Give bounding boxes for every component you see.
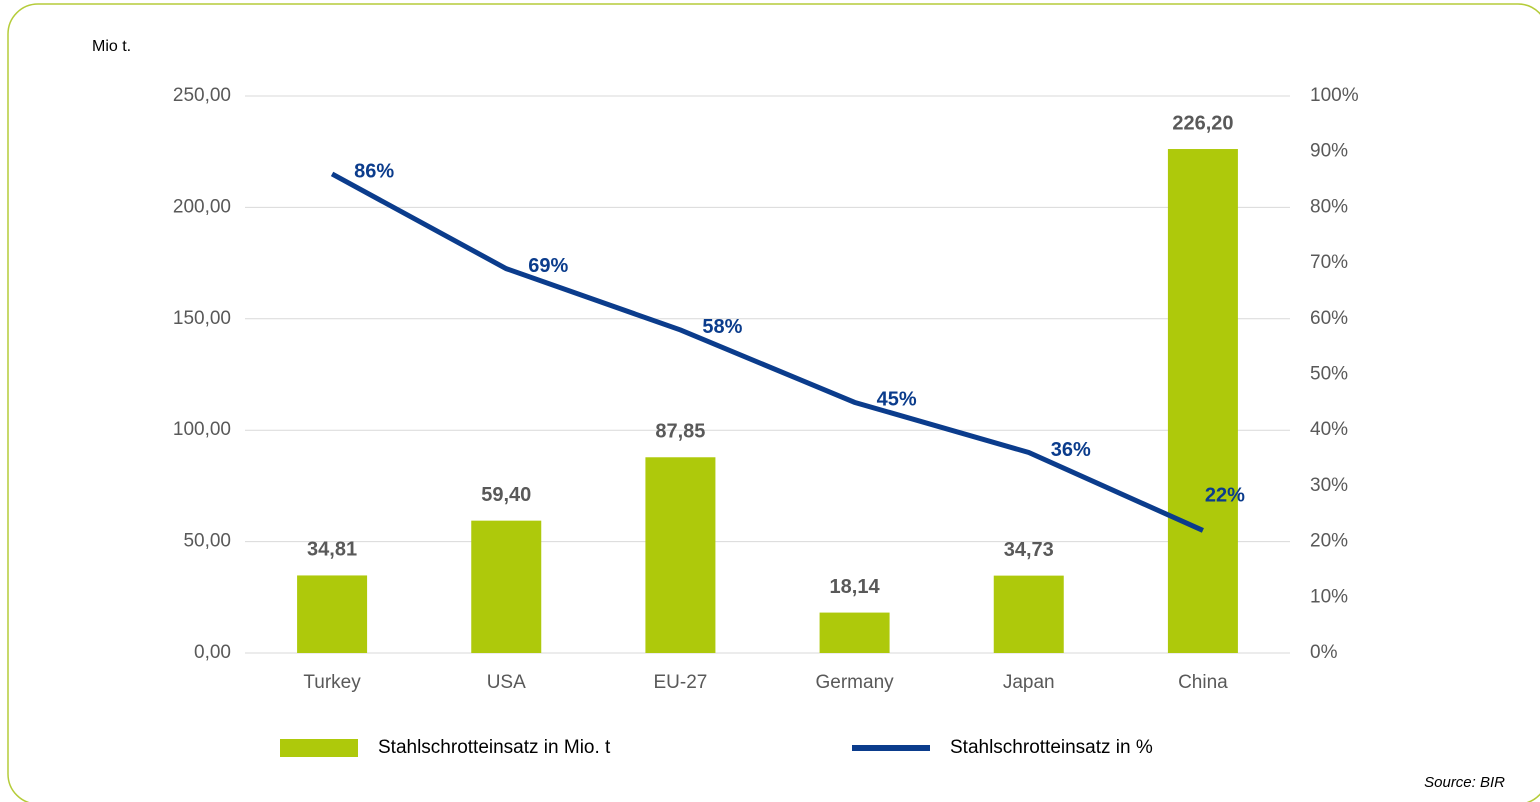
y-axis-label: Mio t. bbox=[92, 38, 131, 55]
y2-tick-label: 10% bbox=[1310, 586, 1348, 607]
y2-tick-label: 0% bbox=[1310, 642, 1338, 663]
y2-tick-label: 60% bbox=[1310, 308, 1348, 329]
bar bbox=[297, 575, 368, 653]
bar-value-label: 226,20 bbox=[1172, 112, 1233, 134]
y-tick-label: 100,00 bbox=[173, 419, 231, 440]
bar bbox=[819, 612, 890, 653]
x-tick-label: EU-27 bbox=[653, 672, 707, 693]
y-tick-label: 250,00 bbox=[173, 85, 231, 106]
x-tick-label: Turkey bbox=[303, 672, 361, 693]
x-tick-label: Germany bbox=[816, 672, 895, 693]
bar-value-label: 34,73 bbox=[1004, 539, 1054, 561]
y-tick-label: 200,00 bbox=[173, 196, 231, 217]
bar-value-label: 34,81 bbox=[307, 539, 357, 561]
bar-value-label: 18,14 bbox=[830, 576, 881, 598]
line-value-label: 45% bbox=[877, 389, 917, 411]
y-tick-label: 50,00 bbox=[183, 531, 231, 552]
x-tick-label: Japan bbox=[1003, 672, 1055, 693]
y-tick-label: 150,00 bbox=[173, 308, 231, 329]
line-value-label: 58% bbox=[702, 316, 742, 338]
y2-tick-label: 80% bbox=[1310, 196, 1348, 217]
y2-tick-label: 90% bbox=[1310, 141, 1348, 162]
y2-tick-label: 50% bbox=[1310, 364, 1348, 385]
line-value-label: 86% bbox=[354, 160, 394, 182]
y-tick-label: 0,00 bbox=[194, 642, 231, 663]
line-value-label: 69% bbox=[528, 255, 568, 277]
bar bbox=[645, 457, 716, 653]
y2-tick-label: 70% bbox=[1310, 252, 1348, 273]
y2-tick-label: 40% bbox=[1310, 419, 1348, 440]
source-note: Source: BIR bbox=[1424, 774, 1505, 791]
y2-tick-label: 100% bbox=[1310, 85, 1359, 106]
bar-value-label: 59,40 bbox=[481, 484, 531, 506]
x-tick-label: China bbox=[1178, 672, 1228, 693]
legend-label: Stahlschrotteinsatz in % bbox=[950, 737, 1153, 758]
legend-swatch bbox=[280, 739, 358, 757]
legend-label: Stahlschrotteinsatz in Mio. t bbox=[378, 737, 611, 758]
line-series bbox=[330, 171, 1204, 533]
x-tick-label: USA bbox=[487, 672, 526, 693]
bar bbox=[1167, 149, 1238, 653]
chart-border bbox=[7, 3, 1540, 802]
line-value-label: 36% bbox=[1051, 439, 1091, 461]
y2-tick-label: 30% bbox=[1310, 475, 1348, 496]
line-value-label: 22% bbox=[1205, 485, 1245, 507]
bar bbox=[471, 520, 542, 653]
bar bbox=[993, 575, 1064, 653]
bar-value-label: 87,85 bbox=[655, 421, 705, 443]
y2-tick-label: 20% bbox=[1310, 531, 1348, 552]
